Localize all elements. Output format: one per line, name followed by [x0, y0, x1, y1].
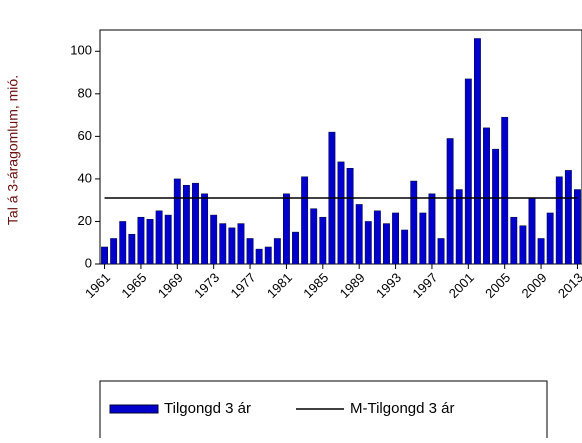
bar	[519, 225, 527, 265]
bar	[301, 176, 309, 265]
bar	[192, 182, 199, 265]
y-tick-label: 40	[78, 170, 92, 185]
x-tick-label: 2005	[482, 270, 513, 301]
bar	[401, 229, 409, 265]
x-tick-label: 1997	[409, 270, 440, 301]
x-tick-label: 1965	[118, 270, 149, 301]
legend-box	[99, 380, 548, 442]
bar	[528, 197, 536, 265]
x-tick-label: 2009	[519, 270, 550, 301]
bar	[564, 170, 572, 265]
bar	[437, 238, 445, 265]
bar	[110, 238, 118, 265]
bar	[173, 178, 181, 265]
y-tick-label: 60	[78, 128, 92, 143]
y-tick-label: 80	[78, 85, 92, 100]
legend-label: M-Tilgongd 3 ár	[350, 400, 455, 417]
bar	[246, 238, 254, 265]
bar	[483, 127, 490, 265]
legend-swatch	[109, 404, 159, 414]
x-tick-label: 1993	[373, 270, 404, 301]
bar	[292, 231, 299, 265]
bar	[464, 78, 472, 265]
bar	[146, 219, 154, 265]
bar	[492, 148, 500, 265]
bar	[219, 223, 227, 265]
bar	[473, 38, 481, 265]
bar	[210, 214, 218, 265]
bar	[446, 138, 454, 265]
bar	[428, 193, 436, 265]
x-tick-label: 1969	[155, 270, 186, 301]
bar	[383, 223, 390, 265]
bar	[555, 176, 563, 265]
bar	[346, 168, 354, 265]
bar	[273, 238, 281, 265]
bar	[228, 227, 236, 265]
x-tick-label: 1977	[228, 270, 259, 301]
bar	[355, 204, 363, 265]
bar	[201, 193, 209, 265]
x-tick-label: 1985	[300, 270, 331, 301]
y-tick-label: 100	[70, 43, 92, 58]
bar	[392, 212, 399, 265]
bar	[182, 185, 190, 265]
x-tick-label: 1981	[264, 270, 295, 301]
y-axis-label: Tal á 3-áragomlum, mió.	[5, 75, 21, 225]
bar	[373, 210, 381, 265]
y-tick-label: 0	[85, 255, 92, 270]
bar	[237, 223, 245, 265]
bar	[574, 189, 581, 265]
bar	[455, 189, 463, 265]
x-tick-label: 1961	[82, 270, 113, 301]
bar	[364, 221, 372, 265]
y-tick-label: 20	[78, 213, 92, 228]
bar	[337, 161, 345, 265]
x-tick-label: 2001	[446, 270, 477, 301]
legend-label: Tilgongd 3 ár	[164, 400, 251, 417]
bar	[319, 216, 327, 265]
bar	[128, 233, 136, 265]
bar	[510, 216, 518, 265]
x-tick-label: 1989	[337, 270, 368, 301]
bar	[537, 238, 545, 265]
bar	[164, 214, 172, 265]
x-tick-label: 1973	[191, 270, 222, 301]
bar	[310, 208, 318, 265]
bar	[264, 246, 272, 265]
bar	[410, 180, 418, 265]
bar	[155, 210, 163, 265]
bar	[101, 246, 108, 265]
bar	[119, 221, 127, 265]
bar	[546, 212, 554, 265]
bar	[283, 193, 290, 265]
bar	[501, 116, 509, 265]
x-tick-label: 2013	[555, 270, 582, 301]
bar	[255, 248, 263, 265]
bar	[137, 216, 145, 265]
bar	[419, 212, 427, 265]
